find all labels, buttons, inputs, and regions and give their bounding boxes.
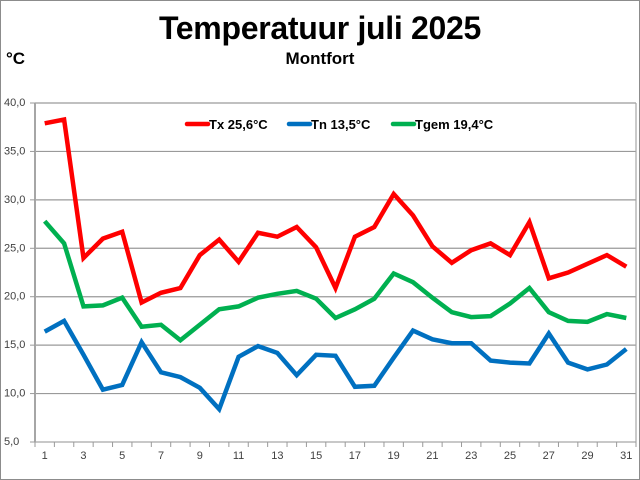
y-tick-label: 20,0 (4, 291, 25, 303)
y-tick-label: 15,0 (4, 339, 25, 351)
x-tick-label: 11 (233, 450, 244, 462)
x-tick-label: 21 (426, 450, 438, 462)
y-axis-ticks: 5,0 10,0 15,0 20,0 25,0 30,0 35,0 40,0 (4, 97, 35, 448)
y-axis-unit-label: °C (6, 49, 26, 68)
legend-label: Tx 25,6°C (209, 117, 268, 132)
series-line-tn (43, 317, 628, 414)
chart-title: Temperatuur juli 2025 (158, 10, 482, 46)
x-tick-label: 23 (465, 450, 477, 462)
series-line-tx (44, 116, 628, 306)
x-tick-label: 9 (197, 450, 203, 462)
x-tick-label: 29 (581, 450, 593, 462)
x-tick-label: 25 (504, 450, 516, 462)
legend-label: Tn 13,5°C (311, 117, 371, 132)
y-tick-label: 25,0 (4, 242, 25, 254)
axes (34, 103, 637, 443)
x-tick-label: 3 (80, 450, 86, 462)
x-tick-label: 15 (310, 450, 322, 462)
gridlines (35, 102, 636, 395)
x-tick-label: 17 (349, 450, 361, 462)
x-tick-label: 31 (620, 450, 632, 462)
x-tick-label: 7 (158, 450, 164, 462)
x-axis-ticks: 1 3 5 7 9 11 13 15 17 19 21 23 25 27 29 31 (34, 442, 637, 462)
y-tick-label: 10,0 (4, 388, 25, 400)
series-line-tgem (43, 219, 627, 344)
x-tick-label: 27 (543, 450, 555, 462)
x-tick-label: 5 (119, 450, 125, 462)
x-tick-label: 1 (42, 450, 48, 462)
y-tick-label: 40,0 (4, 97, 25, 109)
series-lines (43, 116, 628, 414)
legend-label: Tgem 19,4°C (415, 117, 494, 132)
y-tick-label: 5,0 (4, 436, 19, 448)
chart-subtitle: Montfort (285, 49, 355, 68)
y-tick-label: 35,0 (4, 145, 25, 157)
legend: Tx 25,6°C Tn 13,5°C Tgem 19,4°C (184, 117, 494, 132)
y-tick-label: 30,0 (4, 194, 25, 206)
x-tick-label: 19 (388, 450, 400, 462)
x-tick-label: 13 (271, 450, 283, 462)
